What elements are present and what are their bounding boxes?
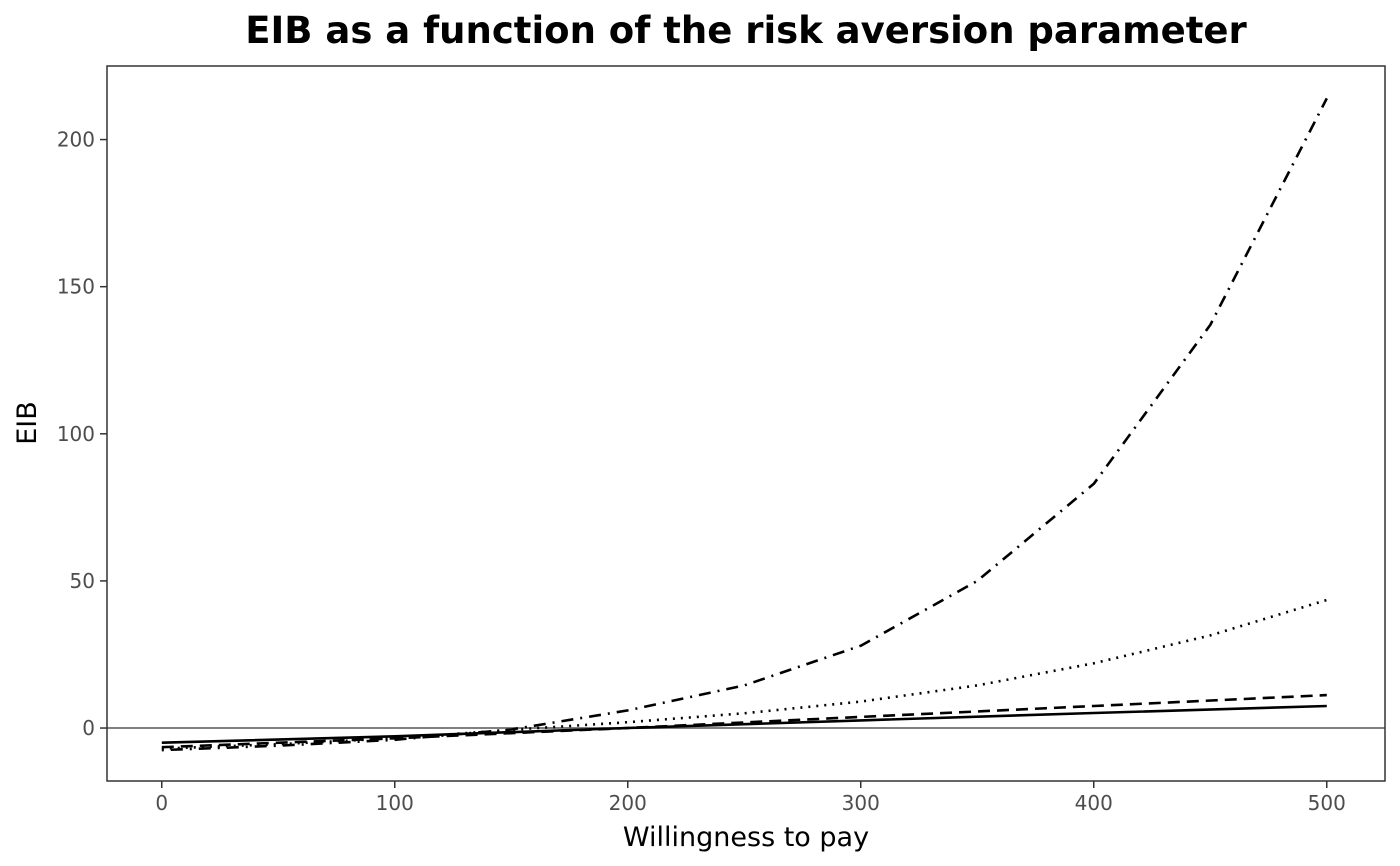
plot-border [106, 65, 1386, 782]
y-tick-label: 200 [57, 128, 95, 152]
y-axis-title: EIB [12, 401, 43, 445]
y-tick-label: 150 [57, 275, 95, 299]
x-tick-label: 400 [1075, 791, 1113, 815]
x-tick-label: 300 [842, 791, 880, 815]
y-tick-label: 100 [57, 422, 95, 446]
x-tick-label: 0 [155, 791, 168, 815]
series-line-dotted [161, 598, 1328, 750]
x-tick-label: 500 [1308, 791, 1346, 815]
chart-title: EIB as a function of the risk aversion p… [245, 9, 1247, 52]
plot-panel: 0 100 200 300 400 500 0 50 100 150 200 [57, 65, 1386, 815]
y-tick-label: 50 [70, 569, 95, 593]
x-axis-title: Willingness to pay [623, 822, 869, 853]
y-tick-label: 0 [82, 716, 95, 740]
x-tick-label: 100 [376, 791, 414, 815]
series-line-solid [161, 704, 1327, 744]
x-tick-label: 200 [609, 791, 647, 815]
series-line-dashed [161, 693, 1327, 749]
